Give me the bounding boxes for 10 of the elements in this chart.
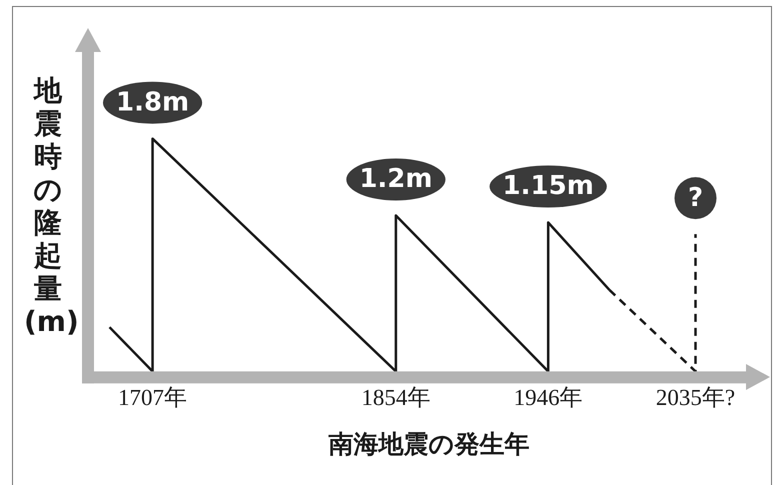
x-tick-label: 2035年?	[656, 385, 736, 410]
y-axis-title: 地震時の隆起量(m)	[24, 74, 79, 338]
x-tick-label: 1707年	[118, 385, 188, 410]
x-axis-title: 南海地震の発生年	[328, 430, 530, 458]
annotation: 1.8m	[116, 87, 190, 118]
x-tick-label: 1854年	[361, 385, 430, 410]
x-tick-label: 1946年	[514, 385, 583, 410]
annotation: 1.15m	[502, 171, 594, 202]
annotation: 1.2m	[359, 164, 432, 194]
annotation: ?	[688, 182, 704, 213]
